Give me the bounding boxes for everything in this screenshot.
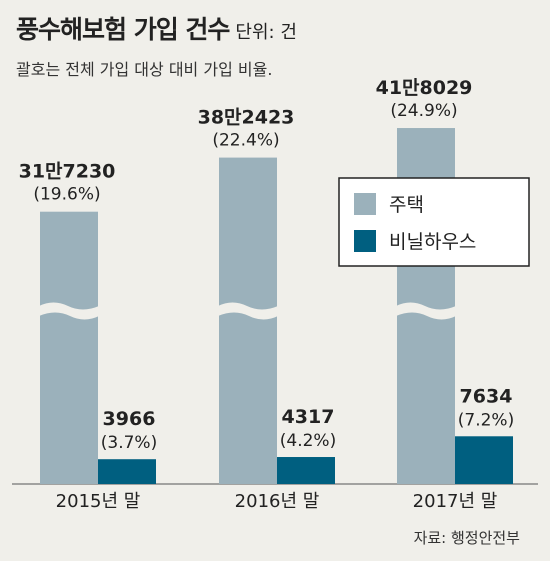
value-label-greenhouse-1: 4317: [282, 406, 335, 428]
axis-break-1: [218, 302, 278, 320]
category-label-2: 2017년 말: [413, 491, 498, 512]
bar-house-0: [40, 211, 98, 484]
chart-header: 풍수해보험 가입 건수 단위: 건: [16, 10, 297, 46]
value-label-greenhouse-0: 3966: [103, 408, 156, 430]
source-label: 자료: 행정안전부: [413, 529, 520, 547]
value-label-house-0: 31만7230: [19, 161, 116, 183]
pct-label-house-1: (22.4%): [212, 131, 279, 151]
pct-label-greenhouse-1: (4.2%): [280, 431, 336, 451]
legend-swatch-greenhouse: [354, 230, 376, 252]
chart-subtitle: 괄호는 전체 가입 대상 대비 가입 비율.: [16, 60, 273, 79]
axis-break-2: [396, 302, 456, 320]
bar-house-1: [219, 157, 277, 484]
legend-label-house: 주택: [389, 194, 424, 216]
bar-greenhouse-2: [455, 436, 513, 484]
pct-label-greenhouse-0: (3.7%): [101, 433, 157, 453]
value-label-greenhouse-2: 7634: [460, 385, 513, 407]
category-label-1: 2016년 말: [235, 491, 320, 512]
value-label-house-2: 41만8029: [376, 77, 473, 99]
value-label-house-1: 38만2423: [198, 107, 295, 129]
unit-label: 단위: 건: [235, 22, 297, 43]
pct-label-greenhouse-2: (7.2%): [458, 410, 514, 430]
bar-greenhouse-0: [98, 459, 156, 484]
category-label-0: 2015년 말: [56, 491, 141, 512]
axis-break-0: [39, 302, 99, 320]
pct-label-house-0: (19.6%): [33, 185, 100, 205]
bar-greenhouse-1: [277, 457, 335, 484]
legend-label-greenhouse: 비닐하우스: [389, 231, 476, 253]
pct-label-house-2: (24.9%): [390, 101, 457, 121]
legend-swatch-house: [354, 193, 376, 215]
legend-box: [338, 177, 530, 267]
chart-title: 풍수해보험 가입 건수: [16, 15, 230, 44]
